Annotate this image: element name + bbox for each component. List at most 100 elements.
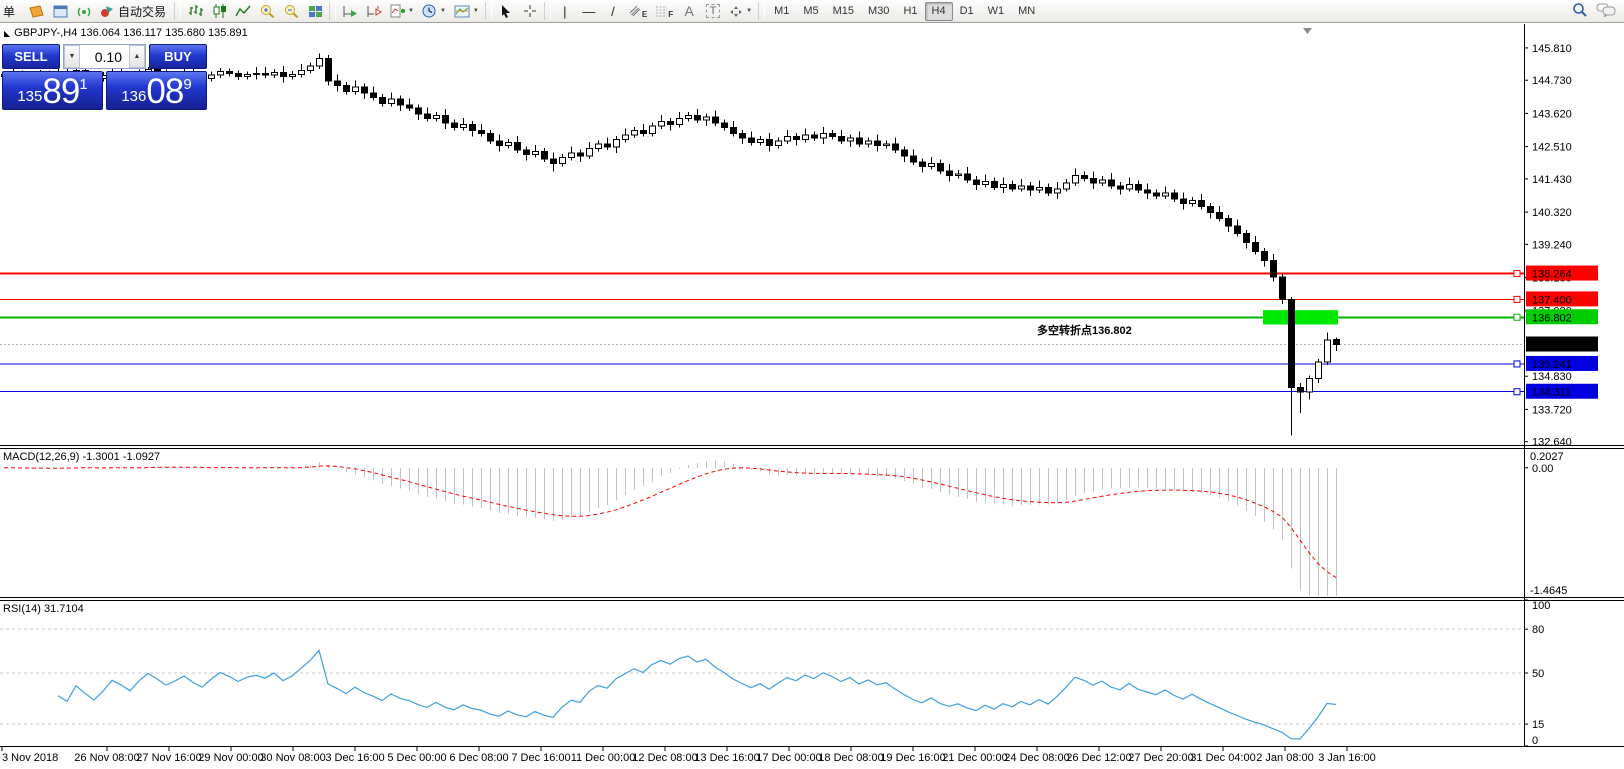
channel-tool-letter: E — [641, 10, 648, 19]
crosshair-tool-button[interactable] — [518, 1, 542, 21]
svg-text:80: 80 — [1532, 624, 1544, 636]
sell-price-pip: 1 — [79, 76, 88, 93]
svg-text:13 Dec 16:00: 13 Dec 16:00 — [694, 752, 759, 764]
signals-icon[interactable] — [72, 1, 96, 21]
buy-price-display[interactable]: 136 08 9 — [106, 71, 207, 110]
fibonacci-tool-button[interactable]: F — [651, 1, 677, 21]
svg-text:137.400: 137.400 — [1532, 294, 1572, 306]
svg-text:141.430: 141.430 — [1532, 174, 1572, 186]
svg-text:21 Dec 00:00: 21 Dec 00:00 — [942, 752, 1007, 764]
indicators-button[interactable]: ▼ — [386, 1, 418, 21]
svg-text:100: 100 — [1532, 600, 1550, 612]
pane-frame — [0, 24, 1624, 747]
svg-text:RSI(14) 31.7104: RSI(14) 31.7104 — [3, 603, 84, 615]
timeframe-button-m30[interactable]: M30 — [868, 5, 890, 17]
indicator-levels — [0, 628, 1524, 725]
svg-text:27 Nov 16:00: 27 Nov 16:00 — [136, 752, 201, 764]
sell-price-big: 89 — [42, 72, 80, 112]
svg-text:3 Jan 16:00: 3 Jan 16:00 — [1318, 752, 1376, 764]
svg-text:132.640: 132.640 — [1532, 437, 1572, 449]
svg-text:15: 15 — [1532, 719, 1544, 731]
lot-size-input[interactable] — [80, 45, 129, 68]
svg-text:-1.4645: -1.4645 — [1530, 585, 1567, 597]
search-icon[interactable] — [1572, 2, 1588, 20]
zoom-out-icon[interactable] — [279, 1, 303, 21]
bar-chart-icon[interactable] — [183, 1, 207, 21]
svg-text:136.802: 136.802 — [1532, 312, 1572, 324]
line-chart-icon[interactable] — [231, 1, 255, 21]
svg-text:29 Nov 00:00: 29 Nov 00:00 — [198, 752, 263, 764]
horizontal-line-objects[interactable] — [0, 270, 1524, 396]
buy-price-big: 08 — [146, 72, 184, 112]
svg-text:11 Dec 00:00: 11 Dec 00:00 — [571, 752, 636, 764]
candlestick-series — [1, 53, 1340, 436]
chart-shift-icon[interactable] — [362, 1, 386, 21]
market-watch-icon[interactable] — [48, 1, 72, 21]
svg-text:133.720: 133.720 — [1532, 404, 1572, 416]
toolbar-separator — [484, 2, 492, 20]
lot-size-box: ▼ ▲ — [63, 44, 146, 69]
chat-icon[interactable] — [1596, 2, 1616, 20]
dropdown-arrow-icon: ▼ — [408, 8, 414, 14]
toolbar-separator — [329, 2, 337, 20]
svg-text:18 Dec 08:00: 18 Dec 08:00 — [818, 752, 883, 764]
arrows-tool-button[interactable]: ▼ — [725, 1, 756, 21]
cursor-tool-button[interactable] — [494, 1, 518, 21]
svg-text:3 Dec 16:00: 3 Dec 16:00 — [325, 752, 384, 764]
auto-trading-label: 自动交易 — [118, 4, 167, 19]
svg-text:12 Dec 08:00: 12 Dec 08:00 — [632, 752, 697, 764]
timeframe-button-m5[interactable]: M5 — [803, 5, 819, 17]
horizontal-line-tool-button[interactable]: — — [582, 3, 596, 19]
highlight-zone[interactable] — [1263, 310, 1338, 325]
equidistant-channel-tool-button[interactable]: E — [625, 1, 651, 21]
toolbar-separator — [543, 2, 551, 20]
periods-button[interactable]: ▼ — [418, 1, 450, 21]
turning-point-annotation[interactable]: 多空转折点136.802 — [1037, 323, 1132, 337]
zoom-in-icon[interactable] — [255, 1, 279, 21]
svg-text:0.00: 0.00 — [1532, 463, 1553, 475]
svg-text:134.311: 134.311 — [1532, 387, 1571, 399]
lot-decrease-button[interactable]: ▼ — [64, 45, 80, 68]
svg-text:140.320: 140.320 — [1532, 207, 1572, 219]
timeframe-button-h4[interactable]: H4 — [924, 1, 953, 21]
candlestick-chart-icon[interactable] — [207, 1, 231, 21]
chart-window-icon[interactable] — [24, 1, 48, 21]
timeframe-button-mn[interactable]: MN — [1018, 5, 1036, 17]
timeframe-button-m15[interactable]: M15 — [832, 5, 855, 17]
sell-price-display[interactable]: 135 89 1 — [2, 71, 103, 110]
svg-text:MACD(12,26,9) -1.3001 -1.0927: MACD(12,26,9) -1.3001 -1.0927 — [3, 451, 160, 463]
tile-windows-icon[interactable] — [303, 1, 327, 21]
timeframe-button-w1[interactable]: W1 — [987, 5, 1005, 17]
svg-text:24 Dec 08:00: 24 Dec 08:00 — [1004, 752, 1069, 764]
text-label-tool-button[interactable]: T — [701, 1, 725, 21]
vertical-line-tool-button[interactable]: | — [563, 3, 567, 19]
timeframe-button-d1[interactable]: D1 — [959, 5, 974, 17]
trendline-tool-button[interactable]: / — [611, 3, 615, 19]
main-toolbar: 单 自动交易 ▼ ▼ ▼ — [0, 0, 1624, 23]
svg-text:0.2027: 0.2027 — [1530, 451, 1564, 463]
text-tool-button[interactable]: A — [684, 3, 694, 19]
chart-labels: MACD(12,26,9) -1.3001 -1.0927 RSI(14) 31.… — [3, 323, 1132, 615]
sell-button[interactable]: SELL — [2, 44, 60, 69]
timeframe-button-m1[interactable]: M1 — [774, 5, 790, 17]
new-order-button[interactable]: 单 — [3, 4, 16, 19]
sell-price-prefix: 135 — [17, 88, 43, 105]
svg-text:50: 50 — [1532, 668, 1544, 680]
label-tool-letter: T — [705, 4, 721, 18]
buy-price-pip: 9 — [183, 76, 192, 93]
toolbar-separator — [758, 2, 766, 20]
svg-text:27 Dec 20:00: 27 Dec 20:00 — [1128, 752, 1193, 764]
lot-increase-button[interactable]: ▲ — [129, 45, 145, 68]
buy-button[interactable]: BUY — [149, 44, 207, 69]
svg-text:17 Dec 00:00: 17 Dec 00:00 — [756, 752, 821, 764]
auto-trading-button[interactable]: 自动交易 — [96, 1, 172, 21]
scroll-to-end-icon — [1303, 28, 1312, 34]
svg-text:19 Dec 16:00: 19 Dec 16:00 — [880, 752, 945, 764]
dropdown-arrow-icon: ▼ — [472, 8, 479, 14]
timeframe-button-h1[interactable]: H1 — [903, 5, 918, 17]
templates-button[interactable]: ▼ — [450, 1, 483, 21]
auto-scroll-icon[interactable] — [338, 1, 362, 21]
